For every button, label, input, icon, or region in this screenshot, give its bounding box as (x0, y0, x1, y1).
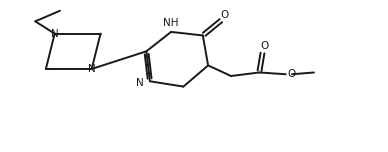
Text: O: O (220, 10, 229, 20)
Text: N: N (88, 64, 95, 74)
Text: O: O (288, 69, 296, 79)
Text: N: N (51, 29, 59, 39)
Text: O: O (261, 41, 269, 51)
Text: NH: NH (163, 18, 178, 28)
Text: N: N (136, 78, 144, 88)
